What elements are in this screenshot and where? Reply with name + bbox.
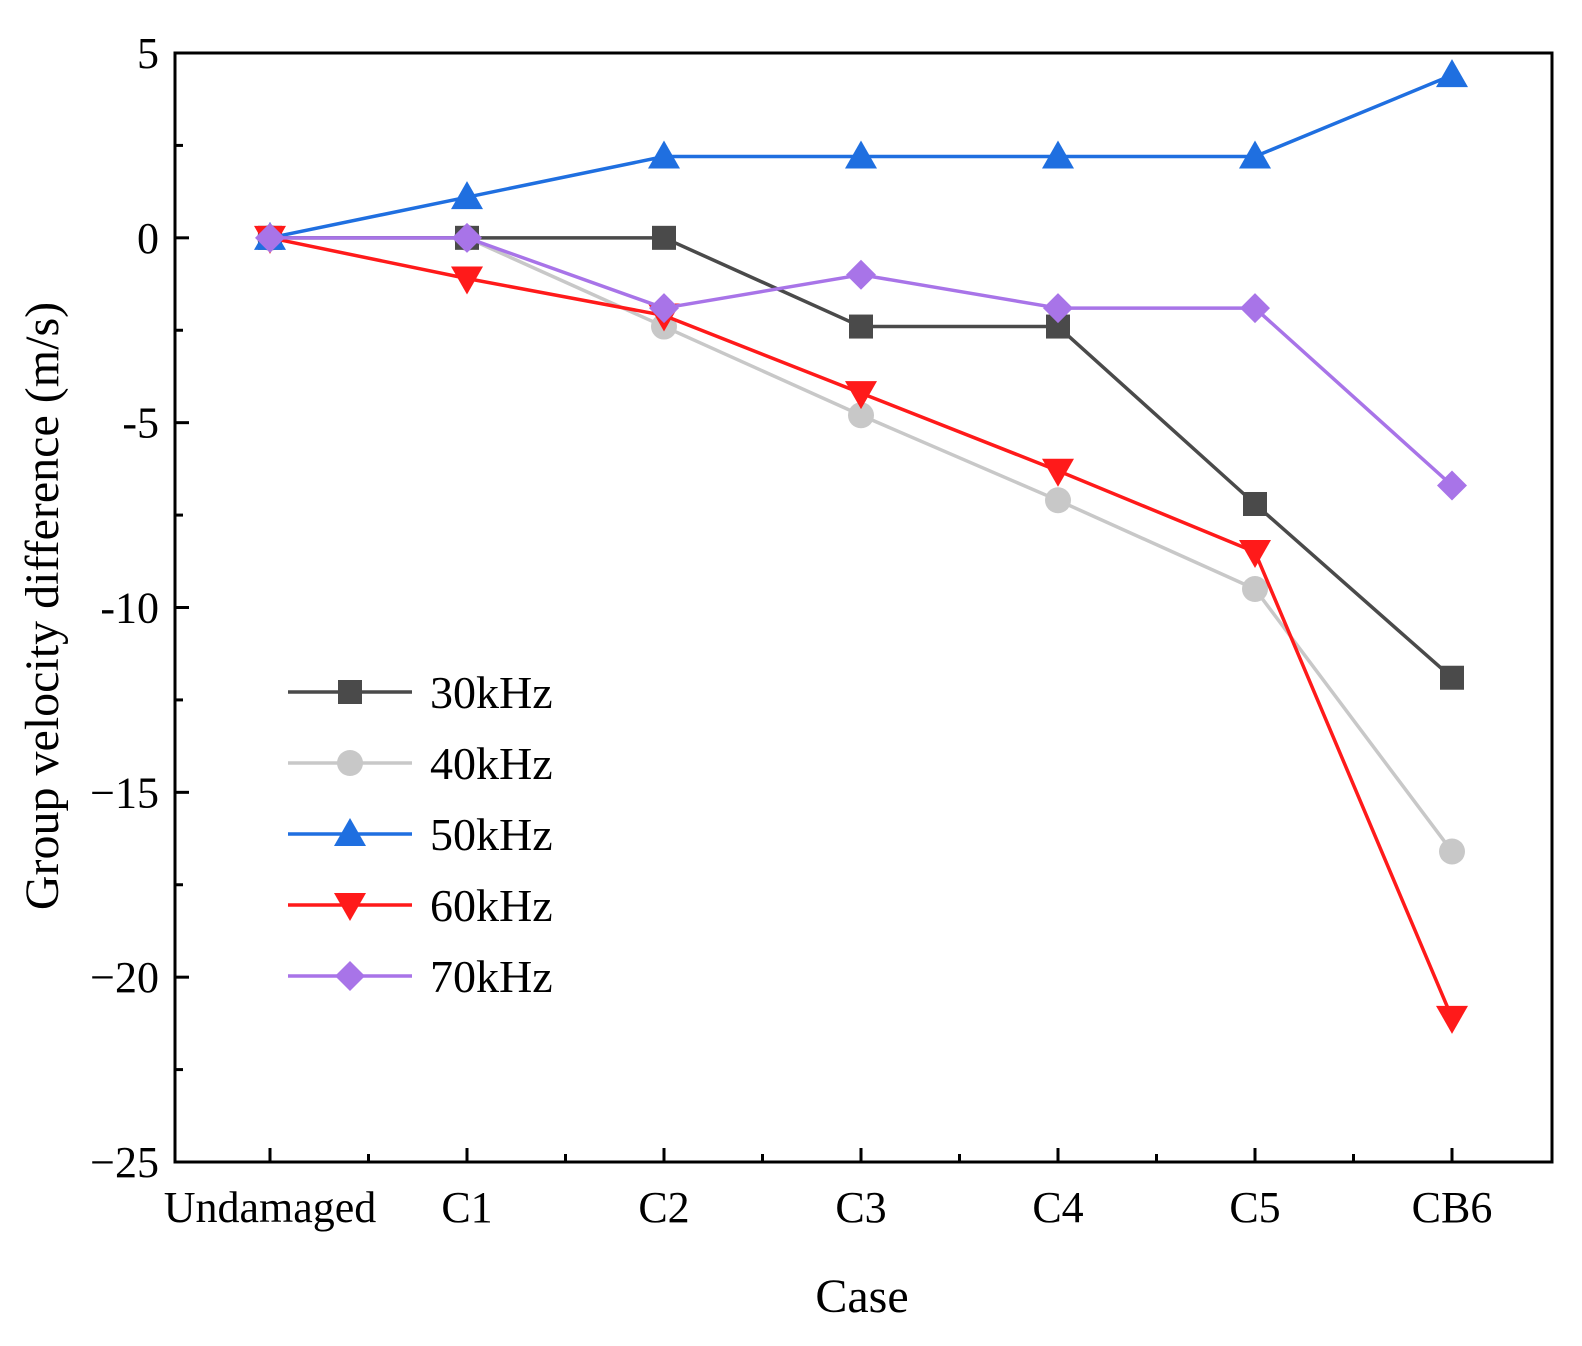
legend-marker <box>337 750 363 776</box>
x-tick-label: C3 <box>835 1183 886 1232</box>
data-point-40khz <box>1242 576 1268 603</box>
x-tick-label: C4 <box>1032 1183 1083 1232</box>
y-tick-label: −25 <box>90 1138 159 1187</box>
data-point-50khz <box>1436 59 1468 88</box>
data-point-60khz <box>1042 458 1074 487</box>
x-tick-label: Undamaged <box>164 1183 377 1232</box>
series-50khz <box>254 59 1468 250</box>
legend-item-50khz: 50kHz <box>288 809 553 860</box>
data-point-50khz <box>648 140 680 169</box>
data-point-70khz <box>255 222 285 253</box>
data-point-40khz <box>1045 487 1071 514</box>
y-tick-label: 5 <box>137 29 159 78</box>
data-point-50khz <box>1042 140 1074 169</box>
data-point-70khz <box>649 293 679 324</box>
x-tick-label: CB6 <box>1412 1183 1493 1232</box>
x-tick-label: C2 <box>638 1183 689 1232</box>
x-tick-label: C5 <box>1229 1183 1280 1232</box>
data-point-60khz <box>1239 540 1271 569</box>
data-point-40khz <box>848 402 874 429</box>
legend-item-30khz: 30kHz <box>288 667 553 718</box>
data-point-70khz <box>1240 293 1270 324</box>
y-tick-label: -5 <box>122 399 159 448</box>
data-point-70khz <box>846 259 876 290</box>
legend-label: 70kHz <box>430 951 553 1002</box>
y-tick-label: −15 <box>90 768 159 817</box>
data-point-60khz <box>845 381 877 410</box>
legend-marker <box>335 961 365 991</box>
data-point-70khz <box>1043 293 1073 324</box>
legend-label: 60kHz <box>430 880 553 931</box>
data-point-30khz <box>652 225 676 250</box>
x-tick-label: C1 <box>441 1183 492 1232</box>
legend-item-60khz: 60kHz <box>288 880 553 931</box>
data-point-30khz <box>1243 491 1267 516</box>
legend-item-70khz: 70kHz <box>288 951 553 1002</box>
legend-label: 50kHz <box>430 809 553 860</box>
y-tick-label: −20 <box>90 953 159 1002</box>
x-axis-title: Case <box>815 1270 908 1323</box>
y-tick-label: -10 <box>100 584 159 633</box>
legend-item-40khz: 40kHz <box>288 738 553 789</box>
data-point-60khz <box>1436 1005 1468 1034</box>
plot-frame <box>173 51 1554 1164</box>
legend-marker <box>334 893 366 921</box>
data-point-60khz <box>451 266 483 295</box>
y-tick-label: 0 <box>137 214 159 263</box>
legend-marker <box>334 818 366 846</box>
legend-label: 40kHz <box>430 738 553 789</box>
data-point-50khz <box>845 140 877 169</box>
data-point-70khz <box>1437 470 1467 501</box>
data-point-50khz <box>1239 140 1271 169</box>
data-point-50khz <box>451 181 483 210</box>
legend-marker <box>338 680 362 704</box>
series-70khz <box>255 222 1467 501</box>
series-layer <box>254 59 1468 1034</box>
data-point-30khz <box>849 314 873 339</box>
data-point-70khz <box>452 222 482 253</box>
y-axis-title: Group velocity difference (m/s) <box>16 302 69 910</box>
legend: 30kHz 40kHz 50kHz 60kHz 70kHz <box>288 667 553 1002</box>
data-point-30khz <box>1440 665 1464 690</box>
legend-label: 30kHz <box>430 667 553 718</box>
data-point-40khz <box>1439 838 1465 865</box>
series-line-30khz <box>270 236 1454 680</box>
